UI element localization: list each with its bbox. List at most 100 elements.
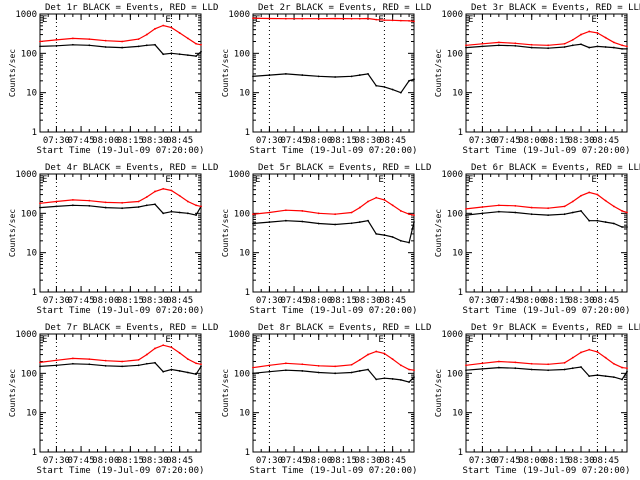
data-point-events <box>252 372 254 375</box>
data-point-events <box>145 362 148 365</box>
data-point-events <box>268 74 271 76</box>
x-tick-label: 07:30 <box>43 296 70 306</box>
series-line-lld <box>252 17 415 22</box>
data-point-events <box>514 211 517 214</box>
chart-panel-9: Det 9r BLACK = Events, RED = LLD 1 10 100 10… <box>434 323 640 476</box>
data-point-events <box>497 210 500 213</box>
data-point-events <box>497 366 500 369</box>
data-point-lld <box>268 211 271 214</box>
data-point-lld <box>55 359 58 362</box>
x-tick-label: 08:45 <box>592 296 619 306</box>
data-point-events <box>399 91 402 94</box>
x-tick-label: 08:00 <box>92 136 119 146</box>
data-point-events <box>563 368 566 371</box>
data-point-events <box>200 50 202 53</box>
y-tick-label: 100 <box>234 49 250 59</box>
x-tick-label: 07:45 <box>494 456 521 466</box>
data-point-lld <box>39 361 41 364</box>
y-tick-label: 10 <box>239 89 250 99</box>
x-tick-label: 08:45 <box>379 296 406 306</box>
data-point-events <box>413 221 415 223</box>
data-point-lld <box>413 20 415 23</box>
y-tick-label: 10 <box>26 89 37 99</box>
x-tick-label: 08:15 <box>330 296 357 306</box>
data-point-lld <box>195 204 197 207</box>
event-marker: E <box>378 335 383 345</box>
data-point-lld <box>252 366 254 369</box>
y-tick-label: 1 <box>458 448 463 458</box>
data-point-events <box>162 53 165 56</box>
data-point-events <box>195 214 197 217</box>
data-point-lld <box>563 361 566 364</box>
data-point-events <box>604 221 607 223</box>
event-marker: E <box>165 335 170 345</box>
series-line-lld <box>39 344 202 365</box>
data-point-lld <box>154 190 156 193</box>
y-tick-label: 1000 <box>15 10 37 20</box>
data-point-lld <box>465 364 467 367</box>
data-point-events <box>55 205 58 208</box>
data-point-events <box>413 376 415 379</box>
y-tick-label: 100 <box>447 49 463 59</box>
x-tick-label: 07:45 <box>68 456 95 466</box>
x-tick-label: 08:15 <box>117 296 144 306</box>
data-point-lld <box>514 361 517 364</box>
data-point-events <box>383 86 386 88</box>
data-point-lld <box>563 42 566 45</box>
data-point-events <box>104 206 107 209</box>
data-point-events <box>408 79 410 82</box>
x-tick-label: 08:45 <box>166 456 193 466</box>
data-point-events <box>162 370 165 373</box>
data-point-events <box>571 44 574 47</box>
data-point-events <box>530 213 533 216</box>
event-marker: E <box>591 15 596 25</box>
data-point-events <box>547 47 550 50</box>
x-axis-label: Start Time (19-Jul-09 07:20:00) <box>37 466 205 476</box>
series-line-lld <box>39 24 202 46</box>
x-tick-label: 07:45 <box>281 456 308 466</box>
data-point-lld <box>481 362 484 365</box>
data-point-events <box>367 72 369 75</box>
data-point-lld <box>621 44 623 47</box>
event-marker: E <box>468 15 473 25</box>
y-tick-label: 100 <box>447 369 463 379</box>
data-point-events <box>88 204 91 207</box>
data-point-events <box>571 367 574 370</box>
data-point-lld <box>170 189 173 192</box>
data-point-lld <box>137 38 140 41</box>
x-tick-label: 08:45 <box>166 136 193 146</box>
data-point-lld <box>252 213 254 216</box>
chart-panel-7: Det 7r BLACK = Events, RED = LLD 1 10 100 10… <box>8 323 218 476</box>
data-point-lld <box>621 210 623 212</box>
x-tick-label: 07:30 <box>43 456 70 466</box>
data-point-events <box>268 370 271 373</box>
data-point-lld <box>497 41 500 44</box>
data-point-events <box>178 53 181 56</box>
data-point-lld <box>104 359 107 362</box>
data-point-events <box>497 44 500 47</box>
data-point-events <box>88 363 91 366</box>
data-point-lld <box>358 358 361 361</box>
data-point-events <box>170 52 173 55</box>
data-point-lld <box>358 206 361 209</box>
data-point-events <box>145 204 148 207</box>
data-point-events <box>547 214 550 217</box>
data-point-lld <box>350 363 353 366</box>
data-point-events <box>252 222 254 225</box>
plot-frame <box>39 173 202 293</box>
data-point-lld <box>571 356 574 359</box>
series-line-lld <box>252 197 415 216</box>
data-point-events <box>580 43 582 46</box>
data-point-lld <box>350 211 353 214</box>
data-point-events <box>481 367 484 370</box>
data-point-events <box>612 46 615 49</box>
x-tick-label: 08:30 <box>567 136 594 146</box>
y-axis-label: Counts/sec <box>221 209 230 257</box>
data-point-lld <box>580 33 582 36</box>
series-line-events <box>39 44 202 57</box>
data-point-lld <box>375 350 378 353</box>
event-marker: E <box>468 175 473 185</box>
data-point-lld <box>317 17 320 20</box>
x-tick-label: 08:00 <box>518 296 545 306</box>
x-tick-label: 08:30 <box>354 456 381 466</box>
